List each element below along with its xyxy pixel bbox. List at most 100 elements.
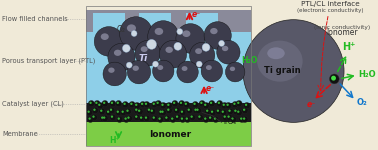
Circle shape bbox=[161, 111, 164, 113]
Circle shape bbox=[199, 100, 205, 107]
Circle shape bbox=[236, 100, 242, 107]
Text: Ionomer: Ionomer bbox=[149, 130, 191, 139]
Circle shape bbox=[122, 44, 130, 52]
Circle shape bbox=[157, 116, 163, 123]
Circle shape bbox=[245, 104, 247, 106]
Circle shape bbox=[110, 114, 116, 121]
Bar bbox=[85, 122, 251, 146]
Circle shape bbox=[148, 109, 150, 111]
Ellipse shape bbox=[210, 28, 218, 34]
Text: Ti: Ti bbox=[139, 54, 148, 63]
Text: H₂O: H₂O bbox=[359, 70, 376, 79]
Circle shape bbox=[196, 109, 199, 111]
Circle shape bbox=[149, 108, 156, 115]
Ellipse shape bbox=[183, 30, 191, 37]
Circle shape bbox=[103, 62, 126, 86]
Circle shape bbox=[203, 102, 209, 109]
Circle shape bbox=[103, 102, 105, 104]
Circle shape bbox=[167, 104, 169, 106]
Circle shape bbox=[134, 107, 140, 114]
Circle shape bbox=[226, 104, 229, 106]
Circle shape bbox=[134, 114, 140, 121]
Circle shape bbox=[204, 104, 206, 106]
Circle shape bbox=[236, 109, 242, 116]
Circle shape bbox=[180, 116, 186, 123]
Circle shape bbox=[186, 107, 193, 114]
Bar bbox=[85, 10, 251, 32]
Text: e⁻: e⁻ bbox=[206, 84, 215, 93]
Circle shape bbox=[103, 116, 105, 119]
Circle shape bbox=[177, 61, 198, 83]
Circle shape bbox=[230, 116, 236, 123]
Circle shape bbox=[102, 115, 108, 122]
Ellipse shape bbox=[257, 41, 303, 82]
Ellipse shape bbox=[166, 47, 173, 53]
Circle shape bbox=[228, 116, 230, 118]
Circle shape bbox=[152, 101, 158, 108]
Bar bbox=[139, 13, 171, 32]
Text: Flow filled channels: Flow filled channels bbox=[2, 16, 68, 22]
Text: (ionic conductivity): (ionic conductivity) bbox=[314, 25, 370, 30]
Circle shape bbox=[129, 101, 135, 108]
Circle shape bbox=[153, 60, 174, 82]
Circle shape bbox=[86, 109, 93, 116]
Circle shape bbox=[115, 109, 122, 116]
Circle shape bbox=[237, 102, 239, 104]
Ellipse shape bbox=[222, 46, 228, 51]
Circle shape bbox=[167, 109, 169, 111]
Circle shape bbox=[175, 109, 177, 111]
Circle shape bbox=[189, 114, 195, 121]
Circle shape bbox=[196, 61, 202, 67]
Circle shape bbox=[240, 117, 242, 120]
Circle shape bbox=[100, 110, 102, 112]
Circle shape bbox=[174, 107, 180, 114]
Circle shape bbox=[180, 109, 186, 116]
Circle shape bbox=[153, 61, 158, 67]
Circle shape bbox=[244, 102, 250, 109]
Circle shape bbox=[242, 116, 248, 123]
Ellipse shape bbox=[127, 24, 136, 32]
Circle shape bbox=[102, 100, 108, 107]
Circle shape bbox=[90, 102, 92, 104]
Circle shape bbox=[217, 40, 240, 64]
Circle shape bbox=[117, 111, 119, 113]
Circle shape bbox=[243, 109, 245, 111]
Ellipse shape bbox=[108, 68, 115, 73]
Circle shape bbox=[117, 102, 119, 104]
Circle shape bbox=[164, 115, 170, 122]
Circle shape bbox=[213, 116, 219, 123]
Circle shape bbox=[192, 101, 198, 108]
Circle shape bbox=[206, 110, 208, 112]
Bar bbox=[85, 32, 251, 103]
Circle shape bbox=[220, 109, 227, 116]
Circle shape bbox=[218, 40, 225, 46]
Circle shape bbox=[243, 20, 344, 122]
Text: O₂: O₂ bbox=[117, 25, 125, 34]
Circle shape bbox=[147, 39, 156, 49]
Circle shape bbox=[173, 102, 175, 104]
Circle shape bbox=[223, 104, 225, 106]
Circle shape bbox=[202, 43, 210, 51]
Circle shape bbox=[135, 104, 138, 106]
Ellipse shape bbox=[141, 46, 148, 52]
Circle shape bbox=[115, 100, 122, 107]
Circle shape bbox=[227, 108, 234, 115]
Circle shape bbox=[158, 117, 161, 120]
Circle shape bbox=[120, 109, 127, 116]
Circle shape bbox=[222, 102, 228, 109]
Circle shape bbox=[140, 116, 142, 119]
Bar bbox=[85, 6, 251, 146]
Circle shape bbox=[107, 111, 109, 113]
Circle shape bbox=[243, 117, 245, 120]
Circle shape bbox=[130, 103, 133, 105]
Circle shape bbox=[127, 60, 150, 84]
Circle shape bbox=[135, 116, 138, 118]
Circle shape bbox=[232, 101, 238, 108]
Circle shape bbox=[155, 100, 161, 107]
Circle shape bbox=[228, 110, 231, 112]
Circle shape bbox=[106, 109, 112, 116]
Circle shape bbox=[225, 62, 245, 82]
Circle shape bbox=[91, 114, 98, 121]
Circle shape bbox=[183, 101, 190, 108]
Bar bbox=[186, 13, 218, 32]
